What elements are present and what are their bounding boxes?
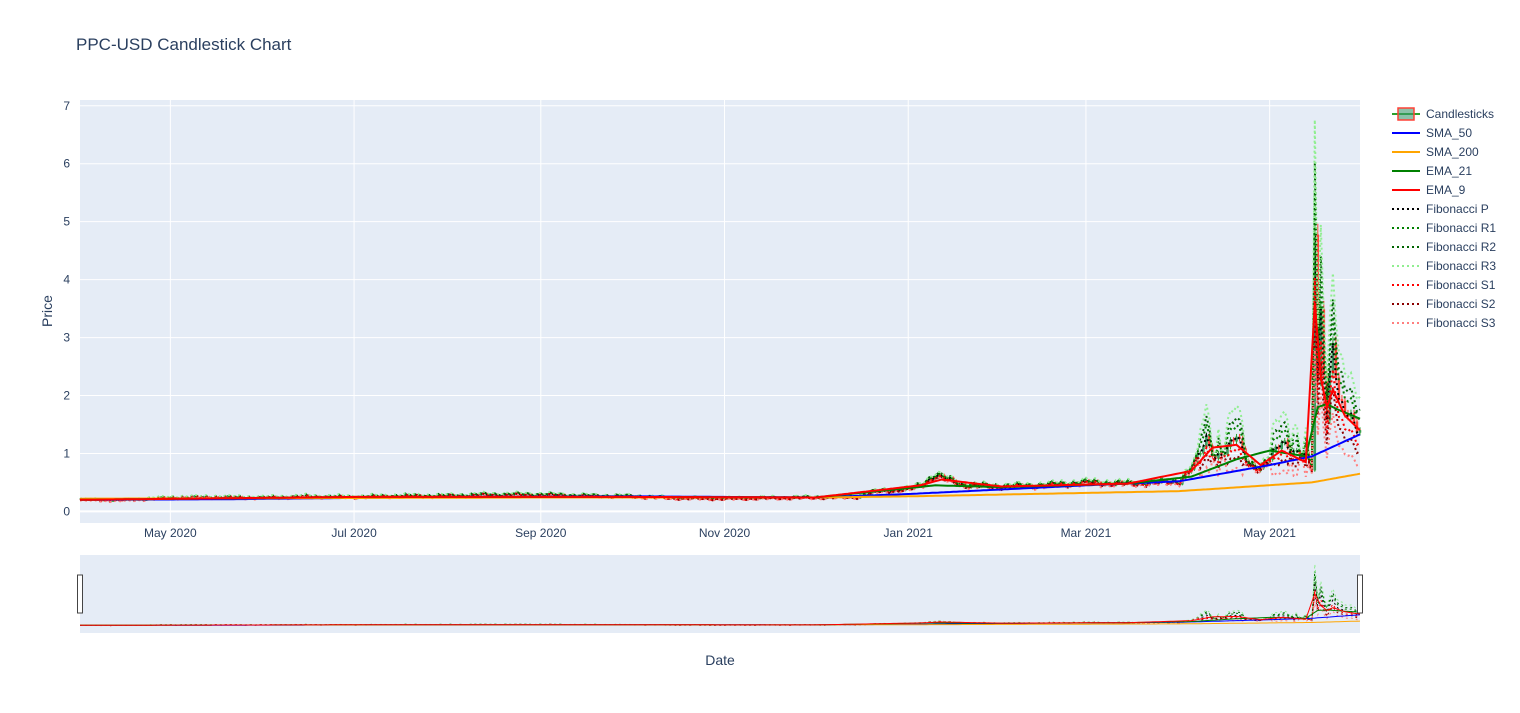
- legend-label: Fibonacci R2: [1426, 240, 1496, 254]
- y-axis-title: Price: [39, 295, 55, 327]
- y-tick-label: 5: [63, 215, 70, 229]
- slider-line-ema_9: [80, 592, 1361, 626]
- legend-item: Fibonacci R1: [1392, 221, 1496, 235]
- x-axis-title: Date: [705, 652, 735, 668]
- legend-item: EMA_21: [1392, 164, 1472, 178]
- candle-body: [1217, 452, 1220, 459]
- legend: Candlesticks SMA_50 SMA_200 EMA_21 EMA_9 Fibo…: [1392, 107, 1496, 330]
- range-slider[interactable]: [80, 555, 1360, 633]
- legend-label: EMA_21: [1426, 164, 1472, 178]
- plot-area[interactable]: [80, 100, 1360, 523]
- x-axis-tick-labels: May 2020 Jul 2020 Sep 2020 Nov 2020 Jan 2021…: [144, 526, 1296, 540]
- legend-label: Candlesticks: [1426, 107, 1494, 121]
- legend-label: EMA_9: [1426, 183, 1466, 197]
- legend-label: Fibonacci P: [1426, 202, 1489, 216]
- legend-item: Fibonacci S1: [1392, 278, 1496, 292]
- y-axis-tick-labels: 0 1 2 3 4 5 6 7: [63, 99, 70, 519]
- legend-label: Fibonacci R3: [1426, 259, 1496, 273]
- candle-body: [1358, 430, 1362, 433]
- legend-label: SMA_50: [1426, 126, 1472, 140]
- y-gridlines: [80, 105, 1360, 513]
- x-tick-label: Jan 2021: [884, 526, 934, 540]
- legend-swatch: [1397, 107, 1415, 121]
- legend-item: SMA_50: [1392, 126, 1472, 140]
- legend-label: Fibonacci S1: [1426, 278, 1496, 292]
- candle-body: [111, 500, 115, 502]
- y-tick-label: 7: [63, 99, 70, 113]
- legend-label: SMA_200: [1426, 145, 1479, 159]
- range-slider-preview: [79, 564, 1361, 627]
- chart-title: PPC-USD Candlestick Chart: [76, 35, 292, 54]
- legend-item: Fibonacci S3: [1392, 316, 1496, 330]
- y-tick-label: 2: [63, 389, 70, 403]
- y-tick-label: 4: [63, 273, 70, 287]
- y-tick-label: 0: [63, 504, 70, 518]
- series-line-ema_9: [80, 302, 1361, 501]
- legend-item: Fibonacci S2: [1392, 297, 1496, 311]
- legend-label: Fibonacci S2: [1426, 297, 1496, 311]
- candle-body: [1340, 399, 1344, 402]
- y-tick-label: 3: [63, 331, 70, 345]
- x-tick-label: Sep 2020: [515, 526, 567, 540]
- legend-label: Fibonacci R1: [1426, 221, 1496, 235]
- y-tick-label: 1: [63, 446, 70, 460]
- range-slider-left-handle[interactable]: [77, 574, 83, 614]
- legend-item: Candlesticks: [1392, 107, 1494, 121]
- x-tick-label: May 2021: [1243, 526, 1296, 540]
- legend-item: Fibonacci P: [1392, 202, 1489, 216]
- indicator-lines: [79, 119, 1361, 504]
- x-tick-label: Jul 2020: [331, 526, 377, 540]
- x-tick-label: Nov 2020: [699, 526, 751, 540]
- x-tick-label: May 2020: [144, 526, 197, 540]
- y-tick-label: 6: [63, 157, 70, 171]
- x-tick-label: Mar 2021: [1061, 526, 1112, 540]
- candle-body: [1232, 439, 1235, 442]
- legend-label: Fibonacci S3: [1426, 316, 1496, 330]
- range-slider-right-handle[interactable]: [1357, 574, 1363, 614]
- legend-item: Fibonacci R3: [1392, 259, 1496, 273]
- legend-item: EMA_9: [1392, 183, 1466, 197]
- legend-item: Fibonacci R2: [1392, 240, 1496, 254]
- legend-item: SMA_200: [1392, 145, 1479, 159]
